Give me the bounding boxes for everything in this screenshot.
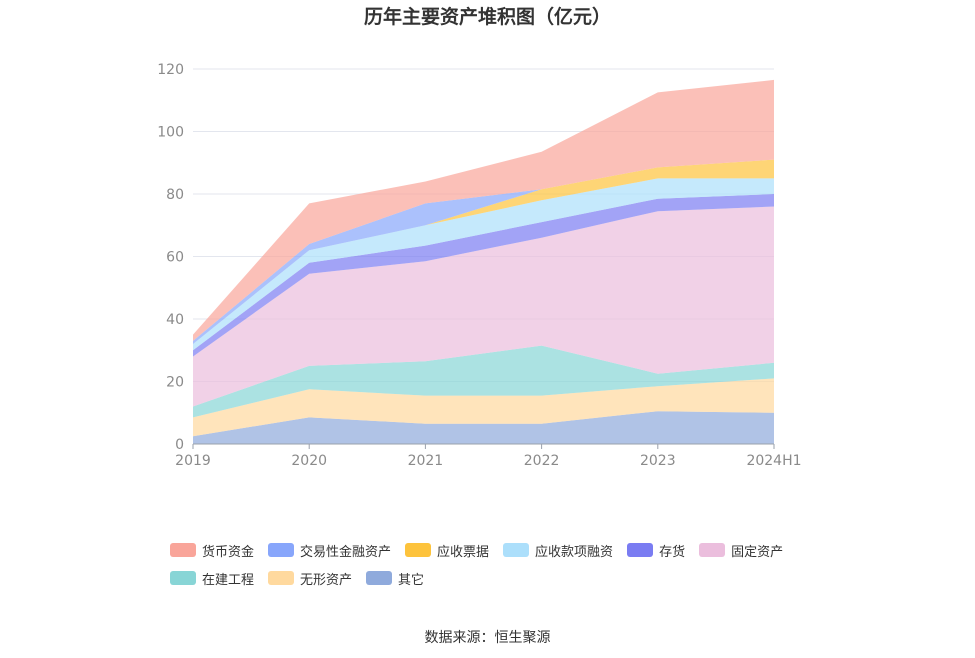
y-axis-labels: 0 20 40 60 80 100 120: [157, 62, 184, 453]
legend-label: 应收票据: [437, 544, 490, 560]
x-axis: [192, 443, 775, 449]
legend-label: 无形资产: [300, 572, 353, 588]
x-tick-label: 2019: [175, 453, 211, 469]
legend-item[interactable]: 无形资产: [268, 569, 353, 588]
legend-swatch: [366, 571, 393, 585]
legend-item[interactable]: 应收款项融资: [503, 541, 614, 560]
area-series-0: [193, 411, 774, 444]
legend-swatch: [170, 543, 196, 557]
y-tick-label: 120: [157, 62, 184, 78]
legend-swatch: [268, 571, 295, 585]
area-series-1: [193, 378, 774, 437]
legend-label: 交易性金融资产: [300, 544, 392, 560]
data-source: 数据来源：恒生聚源: [424, 630, 551, 646]
legend-swatch: [405, 543, 432, 557]
legend-label: 其它: [398, 572, 425, 588]
y-tick-label: 40: [166, 312, 184, 328]
legend-label: 在建工程: [202, 572, 255, 588]
x-axis-labels: 2019 2020 2021 2022 2023 2024H1: [175, 453, 801, 469]
x-tick-label: 2020: [291, 453, 327, 469]
legend-item[interactable]: 货币资金: [170, 541, 255, 560]
legend-item[interactable]: 存货: [627, 541, 686, 560]
y-tick-label: 20: [166, 375, 184, 391]
area-series-6: [193, 159, 774, 344]
area-series-8: [193, 79, 774, 341]
area-series-2: [193, 345, 774, 418]
legend-swatch: [699, 543, 726, 557]
legend-swatch: [627, 543, 654, 557]
y-tick-label: 80: [166, 187, 184, 203]
legend-label: 固定资产: [731, 544, 784, 560]
area-series-3: [193, 206, 774, 407]
area-series-5: [193, 178, 774, 351]
legend-label: 应收款项融资: [535, 544, 614, 560]
legend-item[interactable]: 在建工程: [170, 569, 255, 588]
x-tick-label: 2024H1: [746, 453, 801, 469]
legend-swatch: [170, 571, 196, 585]
area-layers: [193, 79, 774, 444]
x-tick-label: 2022: [524, 453, 560, 469]
legend-item[interactable]: 应收票据: [405, 541, 490, 560]
chart-title: 历年主要资产堆积图（亿元）: [363, 6, 611, 28]
legend-item[interactable]: 其它: [366, 569, 425, 588]
y-tick-label: 0: [175, 437, 184, 453]
legend-swatch: [268, 543, 295, 557]
y-tick-label: 100: [157, 125, 184, 141]
legend-label: 存货: [659, 544, 686, 560]
y-tick-label: 60: [166, 250, 184, 266]
legend-item[interactable]: 固定资产: [699, 541, 784, 560]
area-series-7: [193, 159, 774, 344]
legend: 货币资金 交易性金融资产 应收票据 应收款项融资 存货 固定资产在建工程 无形资产 其它: [170, 541, 830, 588]
x-tick-label: 2023: [640, 453, 676, 469]
x-tick-label: 2021: [408, 453, 444, 469]
legend-label: 货币资金: [202, 544, 255, 560]
legend-swatch: [503, 543, 530, 557]
legend-item[interactable]: 交易性金融资产: [268, 541, 392, 560]
